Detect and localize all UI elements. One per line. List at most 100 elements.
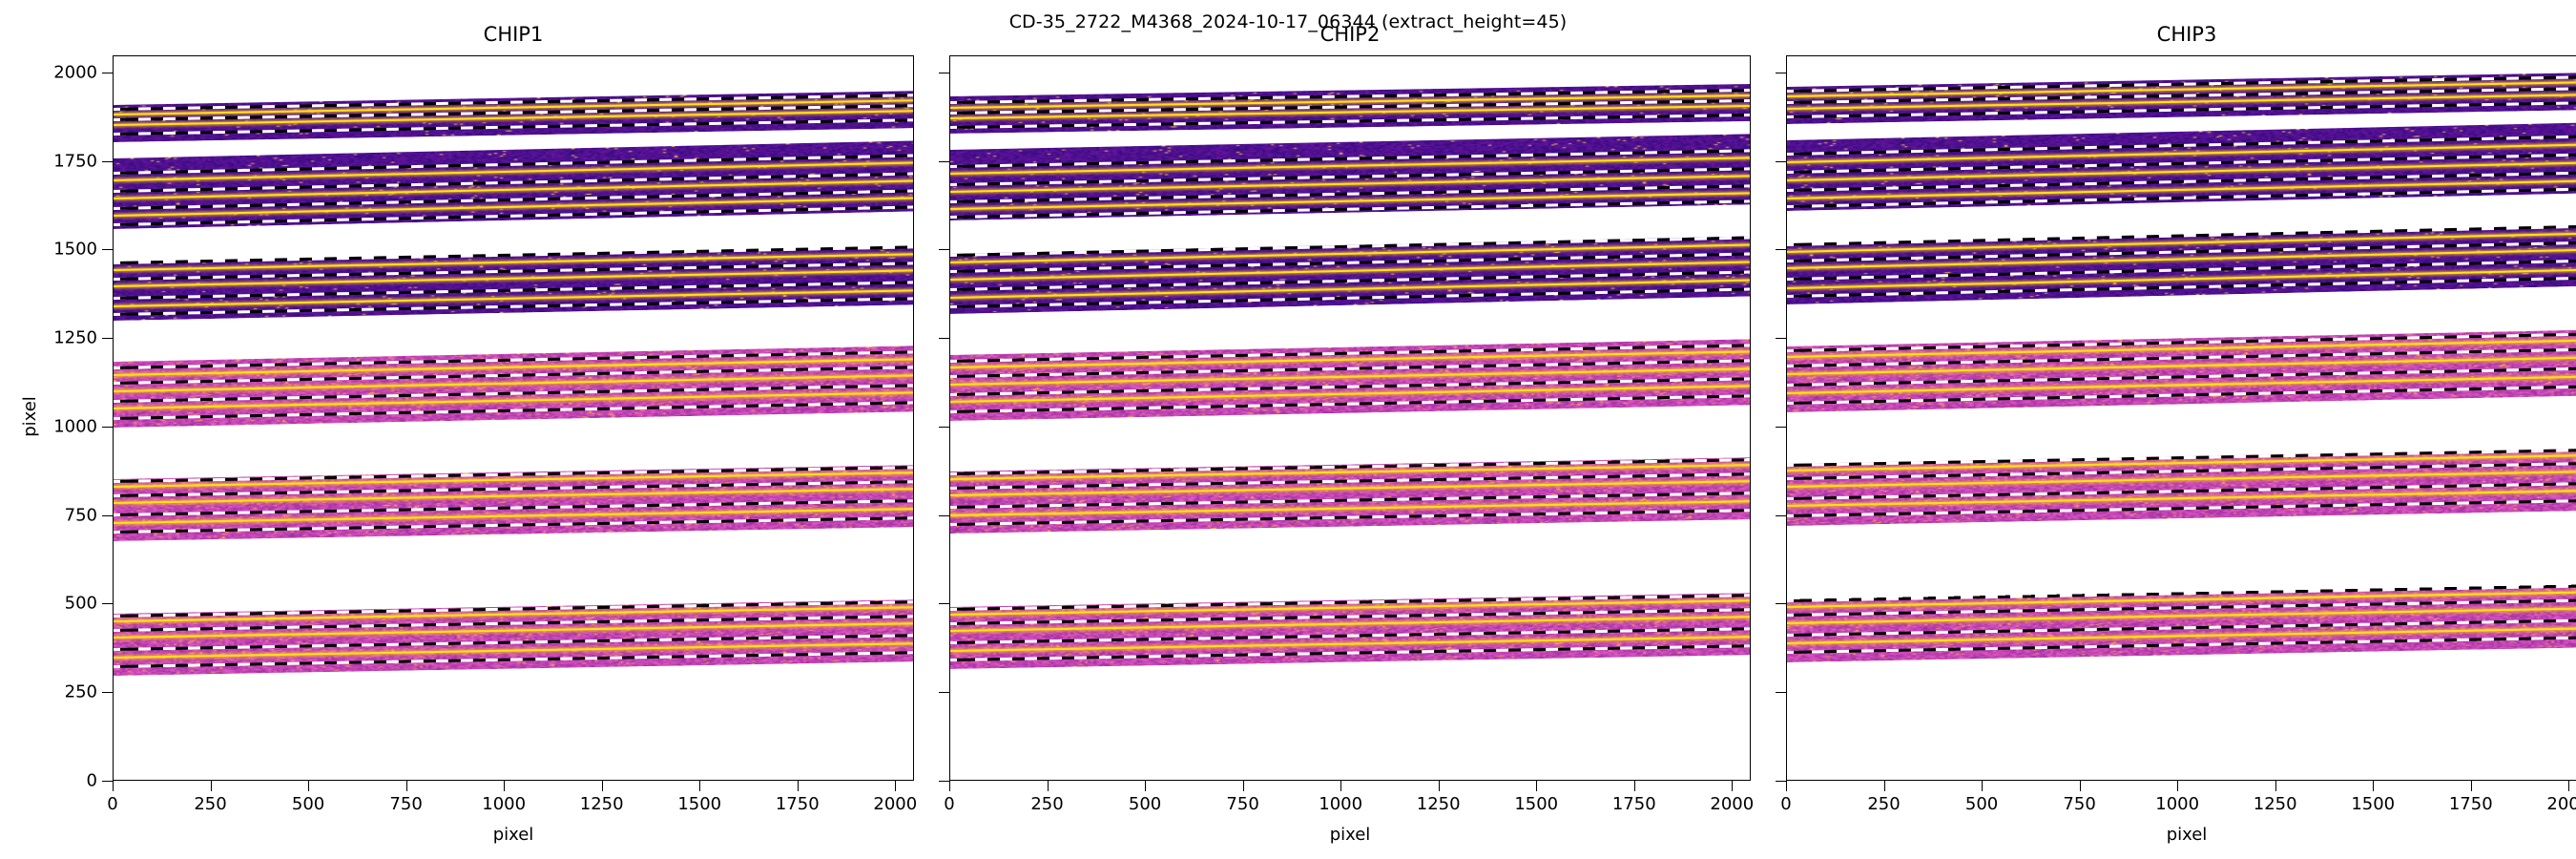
spectral-order-band: [1787, 325, 2576, 415]
axes-area-chip1: [113, 55, 914, 781]
x-axis-tick: [1242, 781, 1244, 791]
x-axis-tick: [504, 781, 506, 791]
band-pixel-data: [114, 464, 913, 541]
subplot-title-chip1: CHIP1: [483, 23, 544, 46]
band-pixel-data: [1787, 72, 2576, 124]
band-pixel-data: [950, 83, 1750, 134]
x-axis-tick-label: 250: [194, 794, 227, 814]
y-axis-tick-label: 1500: [53, 239, 97, 260]
x-axis-tick-label: 1500: [2351, 794, 2396, 814]
figure-suptitle: CD-35_2722_M4368_2024-10-17_06344 (extra…: [1008, 11, 1568, 32]
band-pixel-data: [1787, 448, 2576, 527]
x-axis-tick: [1883, 781, 1885, 791]
x-axis-tick: [2275, 781, 2276, 791]
spectral-order-band: [950, 335, 1750, 424]
band-pixel-data: [950, 236, 1750, 315]
axes-area-chip3: [1786, 55, 2576, 781]
spectral-order-band: [950, 130, 1750, 224]
x-axis-tick-label: 500: [1964, 794, 1999, 814]
y-axis-tick: [939, 338, 949, 340]
x-axis-tick: [2568, 781, 2570, 791]
x-axis-tick-label: 0: [1780, 794, 1792, 814]
x-axis-tick: [601, 781, 603, 791]
x-axis-tick: [699, 781, 701, 791]
x-axis-tick: [1145, 781, 1147, 791]
x-axis-tick: [949, 781, 950, 791]
y-axis-tick: [939, 781, 949, 782]
x-axis-tick: [1340, 781, 1342, 791]
x-axis-tick: [1786, 781, 1787, 791]
band-pixel-data: [1787, 223, 2576, 304]
subplot-chip2: CHIP2 0 250 500 750 1000 1250 1500 1750 2000 pixel: [939, 23, 1754, 845]
y-axis-tick-label: 750: [64, 505, 97, 526]
x-axis-tick: [1047, 781, 1049, 791]
x-axis-tick-label: 2000: [1710, 794, 1755, 814]
x-axis-tick: [1732, 781, 1734, 791]
spectral-order-band: [950, 233, 1750, 319]
y-axis-tick: [102, 781, 113, 782]
x-axis-tick-label: 0: [107, 794, 118, 814]
band-pixel-data: [114, 598, 913, 676]
x-axis-label: pixel: [1329, 825, 1371, 845]
x-axis-tick-label: 2000: [2546, 794, 2576, 814]
x-axis-tick-label: 1000: [2155, 794, 2200, 814]
y-axis-tick-label: 500: [64, 593, 97, 614]
y-axis-tick: [102, 426, 113, 428]
x-axis-tick: [1438, 781, 1440, 791]
y-axis-tick: [939, 249, 949, 251]
subplot-chip1: CHIP1 0 250 500 750 1000 1250 1500 1750 2000 0 250 5…: [20, 23, 917, 845]
spectral-order-band: [114, 343, 913, 431]
y-axis-tick: [102, 249, 113, 251]
y-axis-tick: [1776, 426, 1786, 428]
y-axis-tick: [1776, 249, 1786, 251]
y-axis-tick: [102, 338, 113, 340]
band-pixel-data: [114, 91, 913, 143]
band-pixel-data: [1787, 329, 2576, 412]
subplot-title-chip3: CHIP3: [2156, 23, 2217, 46]
y-axis-tick: [1776, 603, 1786, 605]
x-axis-tick: [1633, 781, 1635, 791]
x-axis-tick-label: 0: [944, 794, 955, 814]
x-axis-tick-label: 2000: [873, 794, 918, 814]
x-axis-tick-label: 1500: [1514, 794, 1559, 814]
x-axis-tick: [1536, 781, 1538, 791]
spectral-order-band: [950, 453, 1750, 537]
y-axis-tick-label: 1000: [53, 416, 97, 437]
band-pixel-data: [114, 245, 913, 322]
spectral-order-band: [1787, 445, 2576, 530]
spectral-order-band: [114, 136, 913, 233]
x-axis-tick: [308, 781, 310, 791]
spectral-order-band: [950, 80, 1750, 137]
band-pixel-data: [950, 339, 1750, 421]
y-axis-tick-label: 1250: [53, 327, 97, 348]
x-axis-tick-label: 1250: [1416, 794, 1461, 814]
x-axis-tick: [210, 781, 212, 791]
band-pixel-data: [114, 346, 913, 428]
x-axis-tick-label: 750: [1226, 794, 1259, 814]
x-axis-tick-label: 1000: [482, 794, 527, 814]
y-axis-tick: [939, 603, 949, 605]
y-axis-tick-label: 1750: [53, 151, 97, 172]
spectral-order-band: [1787, 118, 2576, 215]
y-axis-label: pixel: [19, 396, 40, 437]
x-axis-tick-label: 1750: [775, 794, 820, 814]
x-axis-label: pixel: [2166, 825, 2208, 845]
spectral-order-band: [1787, 581, 2576, 666]
spectral-order-band: [114, 243, 913, 325]
x-axis-tick-label: 1250: [579, 794, 624, 814]
y-axis-tick: [1776, 514, 1786, 516]
x-axis-tick-label: 1500: [677, 794, 722, 814]
y-axis-tick-label: 2000: [53, 62, 97, 83]
y-axis-tick-label: 250: [64, 681, 97, 702]
x-axis-tick: [2079, 781, 2081, 791]
x-axis-tick-label: 500: [1128, 794, 1162, 814]
x-axis-tick-label: 1750: [2448, 794, 2493, 814]
x-axis-tick-label: 250: [1030, 794, 1064, 814]
band-pixel-data: [114, 140, 913, 230]
x-axis-tick-label: 1250: [2253, 794, 2297, 814]
band-pixel-data: [950, 457, 1750, 534]
band-pixel-data: [1787, 584, 2576, 662]
x-axis-tick: [113, 781, 114, 791]
x-axis-tick-label: 750: [389, 794, 423, 814]
